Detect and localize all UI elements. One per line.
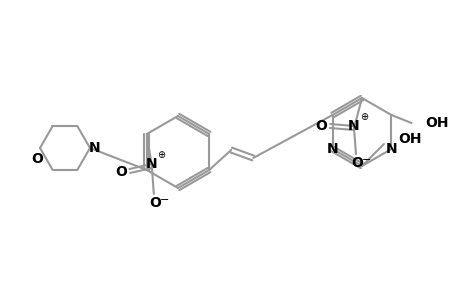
Text: N: N xyxy=(326,142,338,156)
Text: O: O xyxy=(115,165,127,179)
Text: O: O xyxy=(149,196,160,210)
Text: −: − xyxy=(160,195,169,205)
Text: O: O xyxy=(350,156,362,170)
Text: N: N xyxy=(89,141,101,155)
Text: O: O xyxy=(314,119,326,133)
Text: N: N xyxy=(385,142,397,156)
Text: ⊕: ⊕ xyxy=(359,112,367,122)
Text: N: N xyxy=(347,119,359,133)
Text: −: − xyxy=(362,155,371,165)
Text: O: O xyxy=(31,152,43,166)
Text: OH: OH xyxy=(397,132,420,146)
Text: ⊕: ⊕ xyxy=(157,150,164,160)
Text: OH: OH xyxy=(425,116,448,130)
Text: N: N xyxy=(146,157,157,171)
